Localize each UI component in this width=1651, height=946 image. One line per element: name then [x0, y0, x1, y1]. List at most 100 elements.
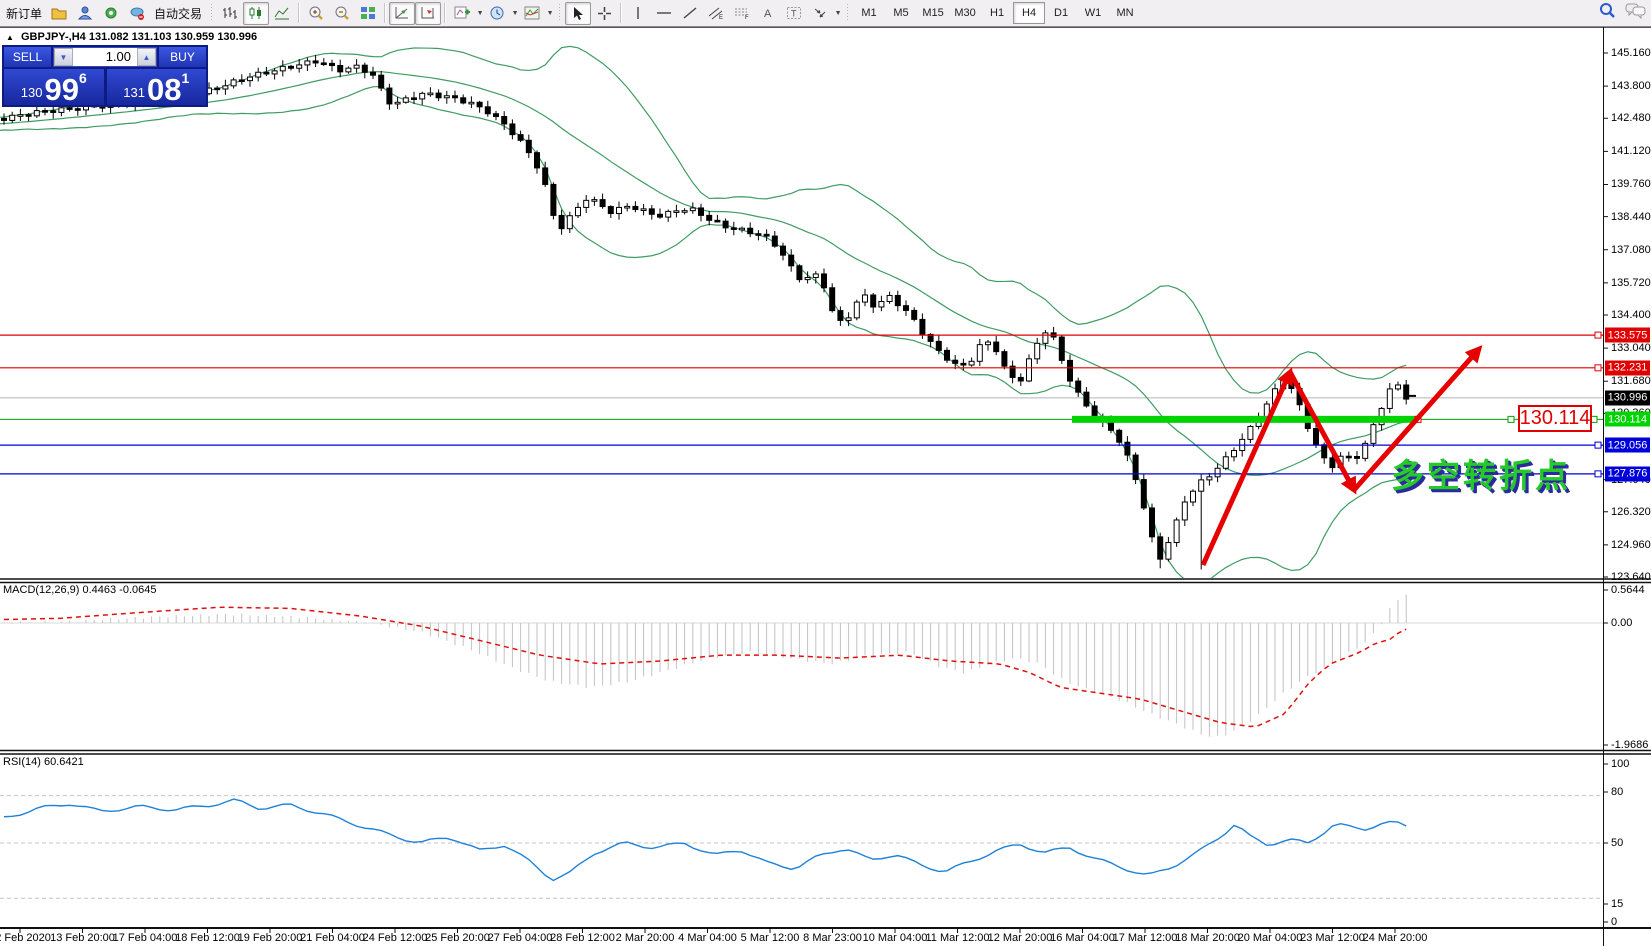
time-tick-label: 12 Feb 2020 [0, 932, 51, 944]
periods-button[interactable] [484, 2, 510, 25]
autotrading-icon[interactable] [124, 2, 150, 25]
one-click-collapse-icon[interactable]: ▲ [6, 33, 14, 42]
arrows-dropdown-icon[interactable]: ▼ [834, 9, 842, 17]
price-tick-label: 137.080 [1611, 243, 1651, 256]
time-tick-label: 11 Mar 12:00 [925, 932, 990, 944]
indicator-scale-label: 80 [1611, 786, 1624, 798]
lot-size-stepper: ▼ 1.00 ▲ [53, 47, 157, 67]
time-tick-label: 19 Feb 20:00 [237, 932, 303, 944]
buy-button[interactable]: BUY [159, 47, 206, 67]
main-toolbar: 新订单 自动交易 ▼ ▼ ▼ [0, 0, 1651, 27]
trendline-button[interactable] [677, 2, 703, 25]
time-tick-label: 13 Feb 20:00 [50, 932, 115, 944]
time-tick-label: 4 Mar 04:00 [678, 932, 737, 944]
chart-candles-button[interactable] [243, 1, 270, 25]
time-tick-label: 17 Feb 04:00 [112, 932, 178, 944]
templates-dropdown-icon[interactable]: ▼ [546, 9, 554, 17]
toolbar-grip[interactable] [845, 4, 851, 22]
horizontal-line-button[interactable] [651, 2, 677, 25]
toolbar-grip[interactable] [557, 4, 563, 22]
svg-text:E: E [719, 15, 723, 20]
time-tick-label: 25 Feb 20:00 [425, 932, 490, 944]
lot-increase-button[interactable]: ▲ [137, 48, 156, 66]
timeframe-button-d1[interactable]: D1 [1054, 7, 1069, 19]
crosshair-button[interactable] [591, 2, 617, 25]
sell-price-big: 99 [44, 72, 79, 107]
chart-line-button[interactable] [269, 2, 295, 25]
autotrading-button[interactable]: 自动交易 [154, 6, 203, 21]
search-icon[interactable] [1599, 2, 1617, 24]
zoom-out-icon[interactable] [329, 2, 355, 25]
buy-price-prefix: 131 [123, 85, 145, 100]
broadcast-icon[interactable] [98, 2, 124, 25]
timeframe-toolbar: M1 M5 M15 M30 H1 H4 D1 W1 MN [853, 2, 1141, 24]
chat-icon[interactable] [1625, 2, 1647, 24]
indicator-scale-label: -1.9686 [1611, 739, 1649, 751]
zoom-in-icon[interactable] [303, 2, 329, 25]
chart-title: ▲ GBPJPY-,H4 131.082 131.103 130.959 130… [6, 31, 257, 43]
auto-scroll-button[interactable] [389, 1, 416, 25]
timeframe-button-w1[interactable]: W1 [1084, 7, 1102, 19]
timeframe-button-m30[interactable]: M30 [954, 7, 976, 19]
new-order-button[interactable]: 新订单 [6, 6, 43, 21]
lot-size-input[interactable]: 1.00 [105, 49, 131, 64]
time-tick-label: 24 Feb 12:00 [362, 932, 428, 944]
toolbar-grip[interactable] [209, 4, 215, 22]
price-tick-label: 141.120 [1611, 145, 1651, 158]
indicators-dropdown-icon[interactable]: ▼ [476, 9, 484, 17]
sell-price[interactable]: 130 99 6 [4, 69, 104, 105]
cursor-button[interactable] [565, 1, 592, 25]
price-label-box[interactable]: 130.114 [1518, 405, 1592, 432]
time-tick-label: 10 Mar 04:00 [862, 932, 928, 944]
chart-shift-button[interactable] [415, 1, 442, 25]
chart-bars-button[interactable] [217, 2, 243, 25]
time-tick-label: 21 Feb 04:00 [300, 932, 365, 944]
time-tick-label: 20 Mar 04:00 [1237, 932, 1303, 944]
symbol-name: GBPJPY-,H4 [20, 31, 86, 43]
timeframe-button-m5[interactable]: M5 [893, 7, 909, 19]
price-tick-label: 131.680 [1611, 375, 1651, 388]
price-tick-label: 138.440 [1611, 210, 1651, 223]
buy-price[interactable]: 131 08 1 [106, 69, 206, 105]
time-tick-label: 23 Mar 12:00 [1300, 932, 1365, 944]
price-scale[interactable]: 145.160 143.800 142.480 141.120 139.760 138.4… [1604, 0, 1651, 946]
price-badge: 127.876 [1605, 466, 1650, 482]
price-tick-label: 135.720 [1611, 276, 1651, 289]
time-tick-label: 18 Mar 20:00 [1175, 932, 1240, 944]
channel-button[interactable]: E [703, 2, 729, 25]
rsi-label: RSI(14) 60.6421 [3, 756, 84, 768]
arrows-button[interactable] [807, 2, 833, 25]
indicator-scale-label: 100 [1611, 758, 1630, 770]
indicators-button[interactable] [449, 2, 475, 25]
timeframe-button-m1[interactable]: M1 [861, 7, 877, 19]
time-tick-label: 17 Mar 12:00 [1112, 932, 1178, 944]
timeframe-button-h4[interactable]: H4 [1013, 2, 1046, 24]
sell-button[interactable]: SELL [4, 47, 51, 67]
one-click-trading-panel: SELL ▼ 1.00 ▲ BUY 130 99 6 131 08 1 [2, 45, 208, 107]
time-tick-label: 18 Feb 12:00 [175, 932, 240, 944]
price-tick-label: 143.800 [1611, 80, 1651, 93]
text-label-button[interactable]: T [781, 2, 807, 25]
fibonacci-button[interactable]: F [729, 2, 755, 25]
turning-point-annotation[interactable]: 多空转折点 [1391, 456, 1571, 495]
lot-decrease-button[interactable]: ▼ [54, 48, 73, 66]
timeframe-button-m15[interactable]: M15 [922, 7, 944, 19]
price-tick-label: 133.040 [1611, 342, 1651, 355]
timeframe-button-mn[interactable]: MN [1116, 7, 1134, 19]
sell-price-prefix: 130 [20, 85, 43, 100]
profile-icon[interactable] [72, 2, 98, 25]
periods-dropdown-icon[interactable]: ▼ [511, 9, 519, 17]
folder-icon[interactable] [46, 2, 72, 25]
toolbar-separator [384, 3, 387, 23]
vertical-line-button[interactable] [625, 2, 651, 25]
time-tick-label: 5 Mar 12:00 [740, 932, 800, 944]
text-button[interactable]: A [755, 2, 781, 25]
svg-text:F: F [745, 15, 749, 20]
time-tick-label: 8 Mar 23:00 [803, 932, 862, 944]
tile-windows-icon[interactable] [355, 2, 381, 25]
indicator-scale-label: 0.00 [1611, 617, 1633, 629]
timeframe-button-h1[interactable]: H1 [990, 7, 1005, 19]
templates-button[interactable] [519, 2, 545, 25]
indicator-scale-label: 15 [1611, 898, 1624, 910]
